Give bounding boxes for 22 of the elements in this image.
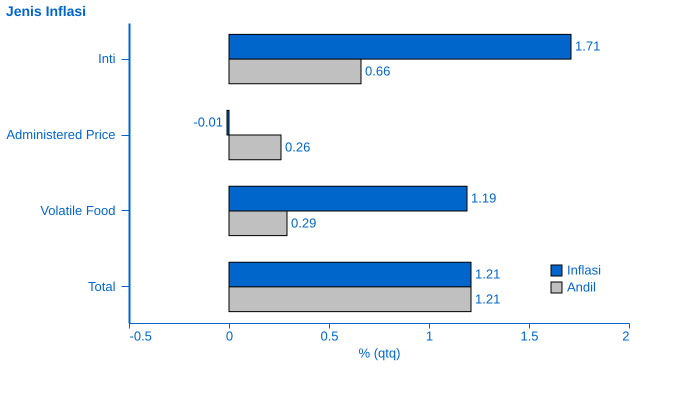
x-tick-label: 0 [226, 328, 234, 344]
y-tick-label: Total [88, 278, 116, 294]
x-tick-label: 1.5 [520, 328, 539, 344]
y-tick-label: Administered Price [6, 127, 116, 142]
data-label: 1.21 [475, 266, 500, 282]
data-label: 0.66 [365, 63, 390, 78]
x-tick-label: 1 [426, 328, 434, 344]
chart-title: Jenis Inflasi [6, 3, 86, 19]
data-label: 0.29 [291, 215, 316, 230]
data-label: 1.71 [575, 38, 600, 54]
data-label: 1.21 [475, 291, 500, 306]
data-label: 1.19 [471, 190, 496, 206]
data-label: -0.01 [193, 114, 223, 130]
legend-label: Inflasi [567, 262, 602, 278]
y-tick-label: Volatile Food [40, 202, 116, 218]
x-axis-title: % (qtq) [358, 346, 400, 360]
x-tick-label: -0.5 [130, 328, 152, 344]
x-tick-label: 0.5 [320, 328, 339, 344]
y-tick-label: Inti [98, 51, 116, 66]
data-label: 0.26 [285, 139, 310, 154]
x-tick-label: 2 [622, 328, 630, 344]
legend-label: Andil [567, 280, 596, 294]
